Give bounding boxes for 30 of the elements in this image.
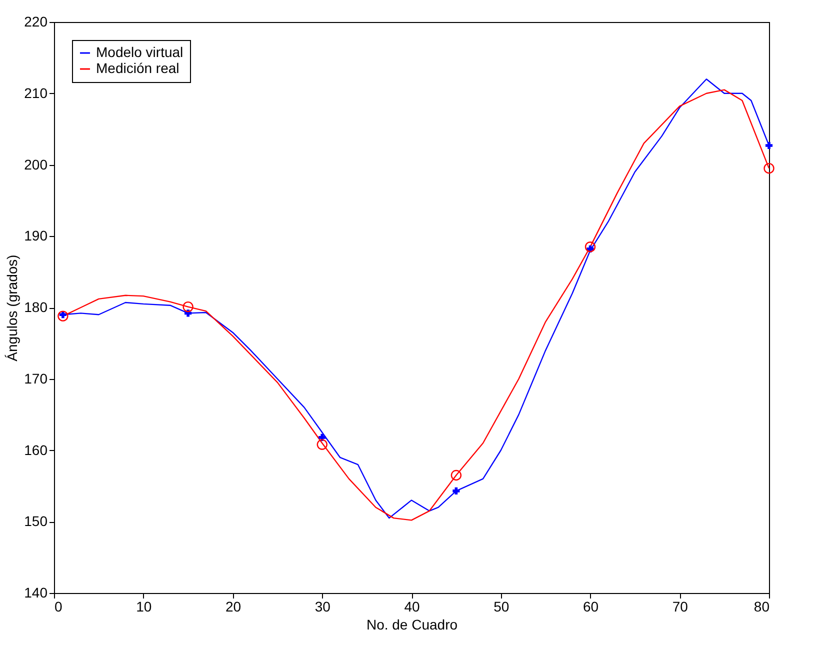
x-tick-label: 40 (404, 598, 420, 614)
x-tick-label: 50 (494, 598, 510, 614)
point (316, 439, 328, 450)
point (182, 301, 194, 312)
y-tick-label: 170 (24, 370, 48, 386)
y-tick-label: 220 (24, 14, 48, 30)
x-tick-label: 70 (672, 598, 688, 614)
y-tick-label: 150 (24, 513, 48, 530)
point (764, 162, 774, 174)
x-tick-label: 80 (754, 598, 770, 614)
point (450, 470, 462, 481)
x-axis-title: No. de Cuadro (366, 616, 458, 632)
x-tick-label: 30 (314, 598, 331, 614)
point (765, 142, 773, 150)
y-tick-label: 160 (24, 442, 48, 458)
legend-label: Medición real (96, 60, 180, 76)
y-tick-label: 190 (24, 228, 48, 244)
point (452, 487, 460, 494)
x-tick-label: 60 (582, 598, 599, 614)
y-axis-title: Ángulos (grados) (4, 254, 20, 362)
x-tick-label: 10 (136, 598, 152, 614)
x-tick-label: 20 (225, 598, 242, 614)
y-tick-label: 140 (24, 584, 48, 600)
legend-label: Modelo virtual (96, 44, 184, 60)
y-tick-label: 180 (24, 299, 48, 315)
y-tick-label: 200 (24, 156, 48, 172)
y-tick-label: 210 (24, 84, 48, 101)
x-tick-label: 0 (54, 598, 62, 614)
point (584, 242, 596, 252)
point (58, 310, 68, 322)
